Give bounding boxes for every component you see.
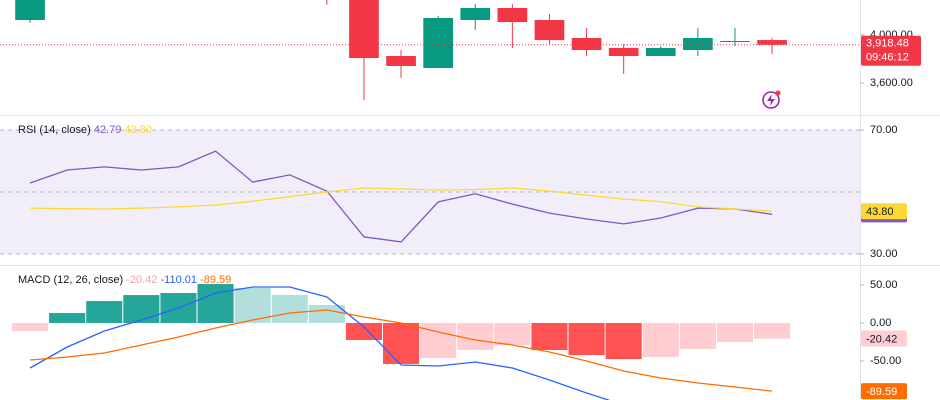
rsi-band (0, 129, 860, 254)
histogram-bar (86, 301, 123, 324)
indicator-header: MACD (12, 26, close) -20.42 -110.01 -89.… (18, 274, 231, 286)
candle-body (571, 38, 602, 51)
candle-body (386, 56, 416, 66)
histogram-bar (568, 323, 605, 356)
y-tick-label: 30.00 (870, 248, 898, 260)
last-value-label: -89.59 (866, 386, 897, 398)
last-value-label: 43.80 (866, 206, 894, 218)
candle-body (423, 17, 454, 69)
last-value-label-box (861, 330, 907, 347)
last-value-label-box (861, 203, 907, 220)
price-axis: 4,000.003,600.003,918.4809:46:1270.0030.… (860, 29, 921, 400)
histogram-bar (197, 284, 234, 324)
candle-body (645, 47, 676, 57)
histogram-bar (345, 323, 383, 341)
y-tick-label: 50.00 (870, 279, 898, 291)
series-line (29, 286, 611, 400)
candle-body (720, 41, 750, 43)
histogram-bar (49, 312, 86, 324)
histogram-bar (605, 323, 642, 360)
legend-value: -20.42 (126, 274, 157, 286)
histogram-bar (308, 305, 345, 324)
countdown: 09:46:12 (866, 52, 909, 64)
legend-value: 42.79 (94, 124, 122, 136)
legend-value: -110.01 (160, 274, 197, 286)
y-tick-label: -50.00 (870, 355, 901, 367)
candle-body (683, 38, 713, 51)
histogram-bar (494, 323, 531, 345)
candle-body (608, 47, 639, 57)
candle-body (15, 0, 45, 21)
legend-value: -89.59 (200, 274, 231, 286)
histogram-bar (679, 323, 716, 350)
histogram-bar (12, 323, 49, 331)
alert-icon[interactable] (762, 90, 781, 109)
histogram-bar (642, 323, 679, 357)
histogram-bar (716, 323, 754, 343)
indicator-header: RSI (14, close) 42.79 43.80 (18, 124, 152, 136)
last-value-label-box (861, 383, 907, 400)
histogram-bar (754, 323, 791, 339)
indicator-title: RSI (14, close) (18, 124, 91, 136)
histogram-bar (531, 323, 568, 350)
indicator-title: MACD (12, 26, close) (18, 274, 123, 286)
series-line (29, 150, 773, 243)
series-line (30, 309, 773, 392)
y-tick-label: 70.00 (870, 124, 898, 136)
candle-body (460, 8, 491, 21)
candle-body (757, 40, 787, 45)
macd-pane (12, 284, 791, 400)
rsi-pane (0, 129, 860, 255)
candle-body (349, 0, 379, 59)
histogram-bar (383, 323, 420, 364)
histogram-bar (123, 295, 160, 324)
y-tick-label: 0.00 (870, 317, 891, 329)
histogram-bar (271, 295, 308, 324)
last-price-label: 3,918.48 (866, 38, 909, 50)
candle-body (534, 20, 565, 41)
y-tick-label: 3,600.00 (870, 77, 913, 89)
last-value-label: -20.42 (866, 333, 897, 345)
legend-value: 43.80 (124, 124, 152, 136)
histogram-bar (457, 323, 494, 350)
series-line (30, 187, 773, 212)
last-price-box (861, 35, 921, 66)
candle-body (497, 8, 528, 23)
price-pane (0, 0, 860, 101)
